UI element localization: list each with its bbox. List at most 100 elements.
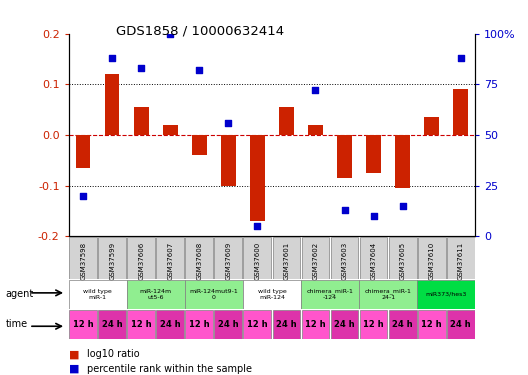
Text: 24 h: 24 h	[392, 320, 413, 329]
Bar	[243, 237, 271, 279]
Text: miR-124mut9-1
0: miR-124mut9-1 0	[190, 289, 238, 300]
Bar	[185, 237, 213, 279]
Text: GSM37610: GSM37610	[429, 242, 435, 280]
Text: GSM37606: GSM37606	[138, 242, 144, 280]
Text: GSM37611: GSM37611	[458, 242, 464, 280]
Bar	[359, 280, 417, 309]
Bar	[69, 237, 97, 279]
Bar	[127, 280, 185, 309]
Text: ■: ■	[69, 350, 79, 359]
Bar	[389, 237, 417, 279]
Bar	[418, 310, 446, 339]
Bar	[243, 310, 271, 339]
Point	[79, 193, 88, 199]
Bar	[301, 310, 329, 339]
Text: agent: agent	[5, 290, 34, 299]
Bar	[76, 135, 90, 168]
Bar	[331, 310, 359, 339]
Bar	[417, 280, 475, 309]
Text: log10 ratio: log10 ratio	[87, 350, 140, 359]
Text: 12 h: 12 h	[363, 320, 384, 329]
Bar	[185, 280, 243, 309]
Bar	[127, 237, 155, 279]
Text: chimera_miR-1
24-1: chimera_miR-1 24-1	[365, 289, 411, 300]
Bar	[98, 310, 126, 339]
Point	[253, 223, 262, 229]
Text: 12 h: 12 h	[189, 320, 210, 329]
Point	[137, 65, 146, 71]
Text: wild type
miR-1: wild type miR-1	[83, 289, 112, 300]
Bar	[418, 237, 446, 279]
Bar	[366, 135, 381, 173]
Bar	[192, 135, 206, 155]
Bar	[185, 310, 213, 339]
Bar	[272, 237, 300, 279]
Text: 24 h: 24 h	[276, 320, 297, 329]
Bar	[221, 135, 235, 186]
Point	[312, 87, 320, 93]
Point	[282, 10, 290, 16]
Bar	[331, 237, 359, 279]
Bar	[389, 310, 417, 339]
Bar	[69, 280, 127, 309]
Bar	[69, 310, 97, 339]
Bar	[214, 310, 242, 339]
Point	[369, 213, 378, 219]
Bar	[279, 107, 294, 135]
Point	[166, 31, 174, 37]
Text: time: time	[5, 320, 27, 329]
Text: miR373/hes3: miR373/hes3	[426, 292, 467, 297]
Text: 24 h: 24 h	[102, 320, 122, 329]
Bar	[272, 310, 300, 339]
Bar	[395, 135, 410, 188]
Text: chimera_miR-1
-124: chimera_miR-1 -124	[307, 289, 353, 300]
Text: 24 h: 24 h	[218, 320, 239, 329]
Bar	[250, 135, 265, 221]
Text: GSM37600: GSM37600	[254, 242, 260, 280]
Text: miR-124m
ut5-6: miR-124m ut5-6	[140, 289, 172, 300]
Bar	[337, 135, 352, 178]
Bar	[214, 237, 242, 279]
Bar	[447, 237, 475, 279]
Text: GSM37601: GSM37601	[284, 242, 289, 280]
Text: 12 h: 12 h	[131, 320, 152, 329]
Point	[195, 67, 204, 73]
Bar	[360, 310, 388, 339]
Text: 24 h: 24 h	[450, 320, 471, 329]
Bar	[301, 237, 329, 279]
Text: ■: ■	[69, 364, 79, 374]
Point	[340, 207, 348, 213]
Text: 24 h: 24 h	[160, 320, 181, 329]
Text: wild type
miR-124: wild type miR-124	[258, 289, 286, 300]
Point	[456, 55, 465, 61]
Bar	[447, 310, 475, 339]
Bar	[127, 310, 155, 339]
Text: GSM37598: GSM37598	[80, 242, 86, 279]
Bar	[156, 237, 184, 279]
Text: 12 h: 12 h	[73, 320, 93, 329]
Bar	[454, 90, 468, 135]
Bar	[301, 280, 359, 309]
Text: GSM37603: GSM37603	[342, 242, 347, 280]
Text: 12 h: 12 h	[305, 320, 326, 329]
Text: GSM37604: GSM37604	[371, 242, 376, 279]
Point	[224, 120, 232, 126]
Bar	[134, 107, 148, 135]
Text: 24 h: 24 h	[334, 320, 355, 329]
Bar	[105, 74, 119, 135]
Text: GSM37609: GSM37609	[225, 242, 231, 280]
Text: GSM37599: GSM37599	[109, 242, 115, 279]
Text: GDS1858 / 10000632414: GDS1858 / 10000632414	[116, 24, 284, 38]
Text: GSM37605: GSM37605	[400, 242, 406, 279]
Text: 12 h: 12 h	[247, 320, 268, 329]
Text: GSM37607: GSM37607	[167, 242, 173, 280]
Point	[108, 55, 116, 61]
Bar	[360, 237, 388, 279]
Bar	[425, 117, 439, 135]
Point	[399, 203, 407, 209]
Bar	[243, 280, 301, 309]
Bar	[98, 237, 126, 279]
Bar	[156, 310, 184, 339]
Text: GSM37602: GSM37602	[313, 242, 318, 279]
Text: 12 h: 12 h	[421, 320, 442, 329]
